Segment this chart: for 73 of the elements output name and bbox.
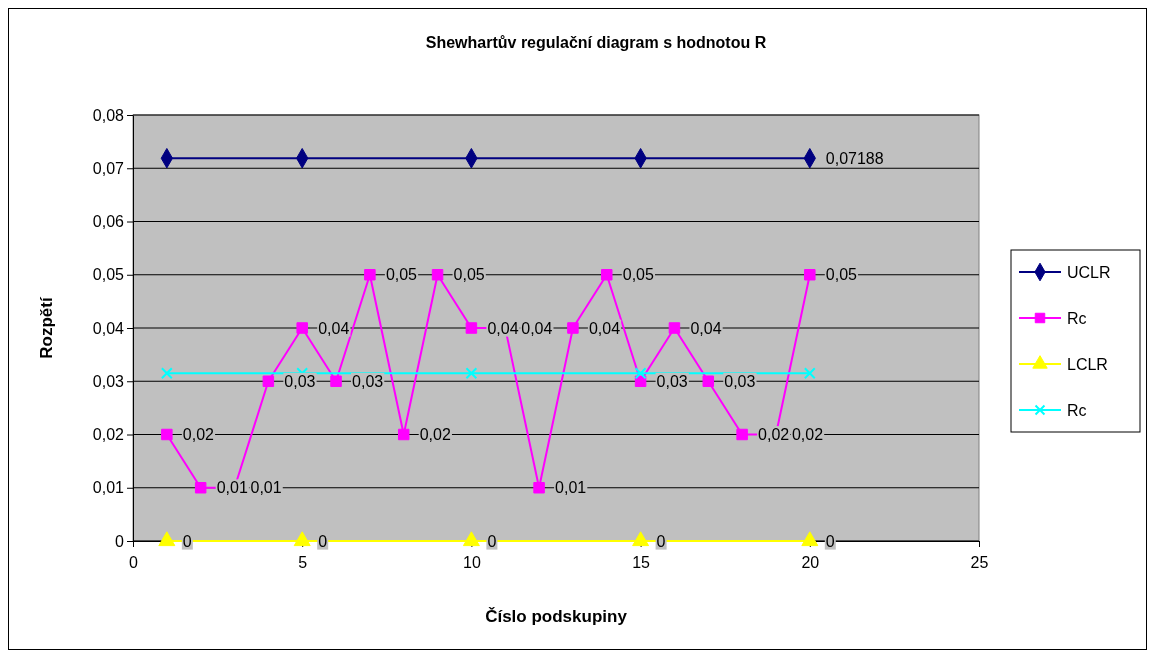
point [194, 482, 207, 494]
data-label: 0,05 [622, 266, 654, 284]
data-label: 0 [656, 532, 666, 550]
data-label: 0,01 [555, 479, 587, 497]
point [296, 322, 308, 334]
data-label: 0,04 [487, 319, 519, 337]
y-tick-label: 0,04 [92, 319, 125, 337]
data-label: 0,03 [352, 372, 384, 390]
point [465, 367, 478, 380]
data-label: 0,05 [453, 266, 485, 284]
point [465, 322, 478, 334]
y-tick-label: 0,02 [92, 426, 125, 444]
y-tick-label: 0,07 [92, 159, 125, 177]
legend-label: Rc [1067, 309, 1087, 327]
data-label: 0,02 [419, 426, 451, 444]
point [330, 375, 342, 387]
x-tick-label: 25 [970, 553, 989, 571]
y-axis-title: Rozpětí [37, 296, 56, 359]
data-label: 0,05 [385, 266, 418, 284]
point [262, 375, 275, 387]
point [293, 531, 311, 547]
data-label: 0,03 [284, 372, 316, 390]
point [801, 531, 819, 547]
point [462, 531, 480, 547]
x-axis-title: Číslo podskupiny [485, 607, 628, 626]
data-label: 0,04 [690, 319, 722, 337]
chart-title: Shewhartův regulační diagram s hodnotou R [425, 34, 767, 51]
point [803, 367, 816, 380]
data-label: 0 [318, 532, 328, 550]
point [601, 269, 613, 281]
point [431, 269, 444, 281]
data-label: 0 [825, 532, 835, 550]
data-label: 0,02 [182, 426, 215, 444]
y-tick-label: 0 [115, 532, 125, 550]
legend-label: LCLR [1067, 355, 1108, 373]
y-tick-label: 0,06 [92, 213, 125, 231]
point [702, 375, 715, 387]
data-label: 0,01 [216, 479, 248, 497]
y-tick-label: 0,05 [92, 266, 125, 284]
point [161, 428, 173, 441]
x-tick-label: 0 [129, 553, 139, 571]
data-label: 0,03 [656, 372, 688, 390]
point [397, 428, 410, 441]
data-label: 0,05 [825, 266, 858, 284]
data-label: 0,03 [724, 372, 756, 390]
point [804, 269, 816, 281]
data-label: 0,07188 [825, 149, 884, 167]
x-tick-label: 5 [298, 553, 308, 571]
point [632, 531, 650, 547]
point [634, 367, 647, 380]
data-label: 0,01 [250, 479, 282, 497]
data-label: 0 [182, 532, 192, 550]
legend-label: Rc [1067, 401, 1087, 419]
legend-label: UCLR [1067, 263, 1111, 281]
data-label: 0,04 [588, 319, 621, 337]
point [567, 322, 579, 334]
x-tick-label: 10 [463, 553, 481, 571]
point [736, 428, 748, 441]
point [364, 269, 376, 281]
point [668, 322, 681, 334]
x-tick-label: 15 [632, 553, 651, 571]
y-tick-label: 0,01 [92, 479, 125, 497]
x-tick-label: 20 [801, 553, 820, 571]
y-tick-label: 0,08 [92, 106, 125, 124]
point [533, 482, 545, 494]
data-label: 0,02 [758, 426, 790, 444]
data-label: 0,04 [521, 319, 553, 337]
y-tick-label: 0,03 [92, 372, 125, 390]
data-label: 0 [487, 532, 497, 550]
point [158, 531, 176, 547]
point [160, 367, 173, 380]
data-label: 0,04 [318, 319, 350, 337]
data-label: 0,02 [791, 426, 824, 444]
